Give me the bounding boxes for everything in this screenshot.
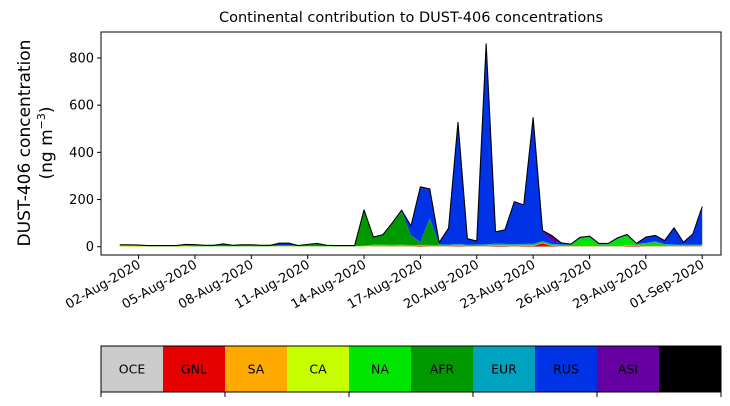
y-tick-label: 400	[69, 146, 94, 161]
y-tick-label: 600	[69, 99, 94, 114]
series-area-aus	[120, 44, 702, 246]
y-axis-unit-superscript: −3	[35, 113, 48, 129]
legend-colorbar: OCE GNL SA CA NA AFR EUR RUS ASI AUS	[101, 346, 721, 397]
legend-label-afr: AFR	[430, 362, 455, 377]
legend-label-gnl: GNL	[181, 362, 207, 377]
series-area-asi	[120, 44, 702, 246]
plot-frame	[101, 32, 721, 255]
legend-label-ca: CA	[309, 362, 327, 377]
y-axis-label-line1: DUST-406 concentration	[15, 40, 35, 247]
y-axis-unit-prefix: (ng m	[37, 129, 57, 179]
chart-title: Continental contribution to DUST-406 con…	[219, 10, 603, 26]
y-axis-unit-suffix: )	[37, 106, 57, 113]
legend-label-asi: ASI	[618, 362, 638, 377]
x-axis: 02-Aug-202005-Aug-202008-Aug-202011-Aug-…	[63, 255, 707, 313]
legend-label-na: NA	[371, 362, 389, 377]
y-tick-label: 0	[86, 240, 94, 255]
legend-label-eur: EUR	[491, 362, 517, 377]
y-axis: 0 200 400 600 800	[69, 51, 101, 255]
legend-label-oce: OCE	[119, 362, 146, 377]
series-area-rus	[120, 44, 702, 246]
y-tick-label: 200	[69, 193, 94, 208]
y-axis-label-line2: (ng m−3)	[35, 106, 57, 179]
y-axis-label: DUST-406 concentration (ng m−3)	[15, 40, 57, 247]
y-tick-label: 800	[69, 51, 94, 66]
legend-label-sa: SA	[248, 362, 265, 377]
plot-border	[101, 32, 721, 255]
legend-label-aus: AUS	[677, 362, 703, 377]
plot-areas	[120, 44, 702, 247]
total-outline-line	[120, 44, 702, 246]
legend-label-rus: RUS	[553, 362, 579, 377]
